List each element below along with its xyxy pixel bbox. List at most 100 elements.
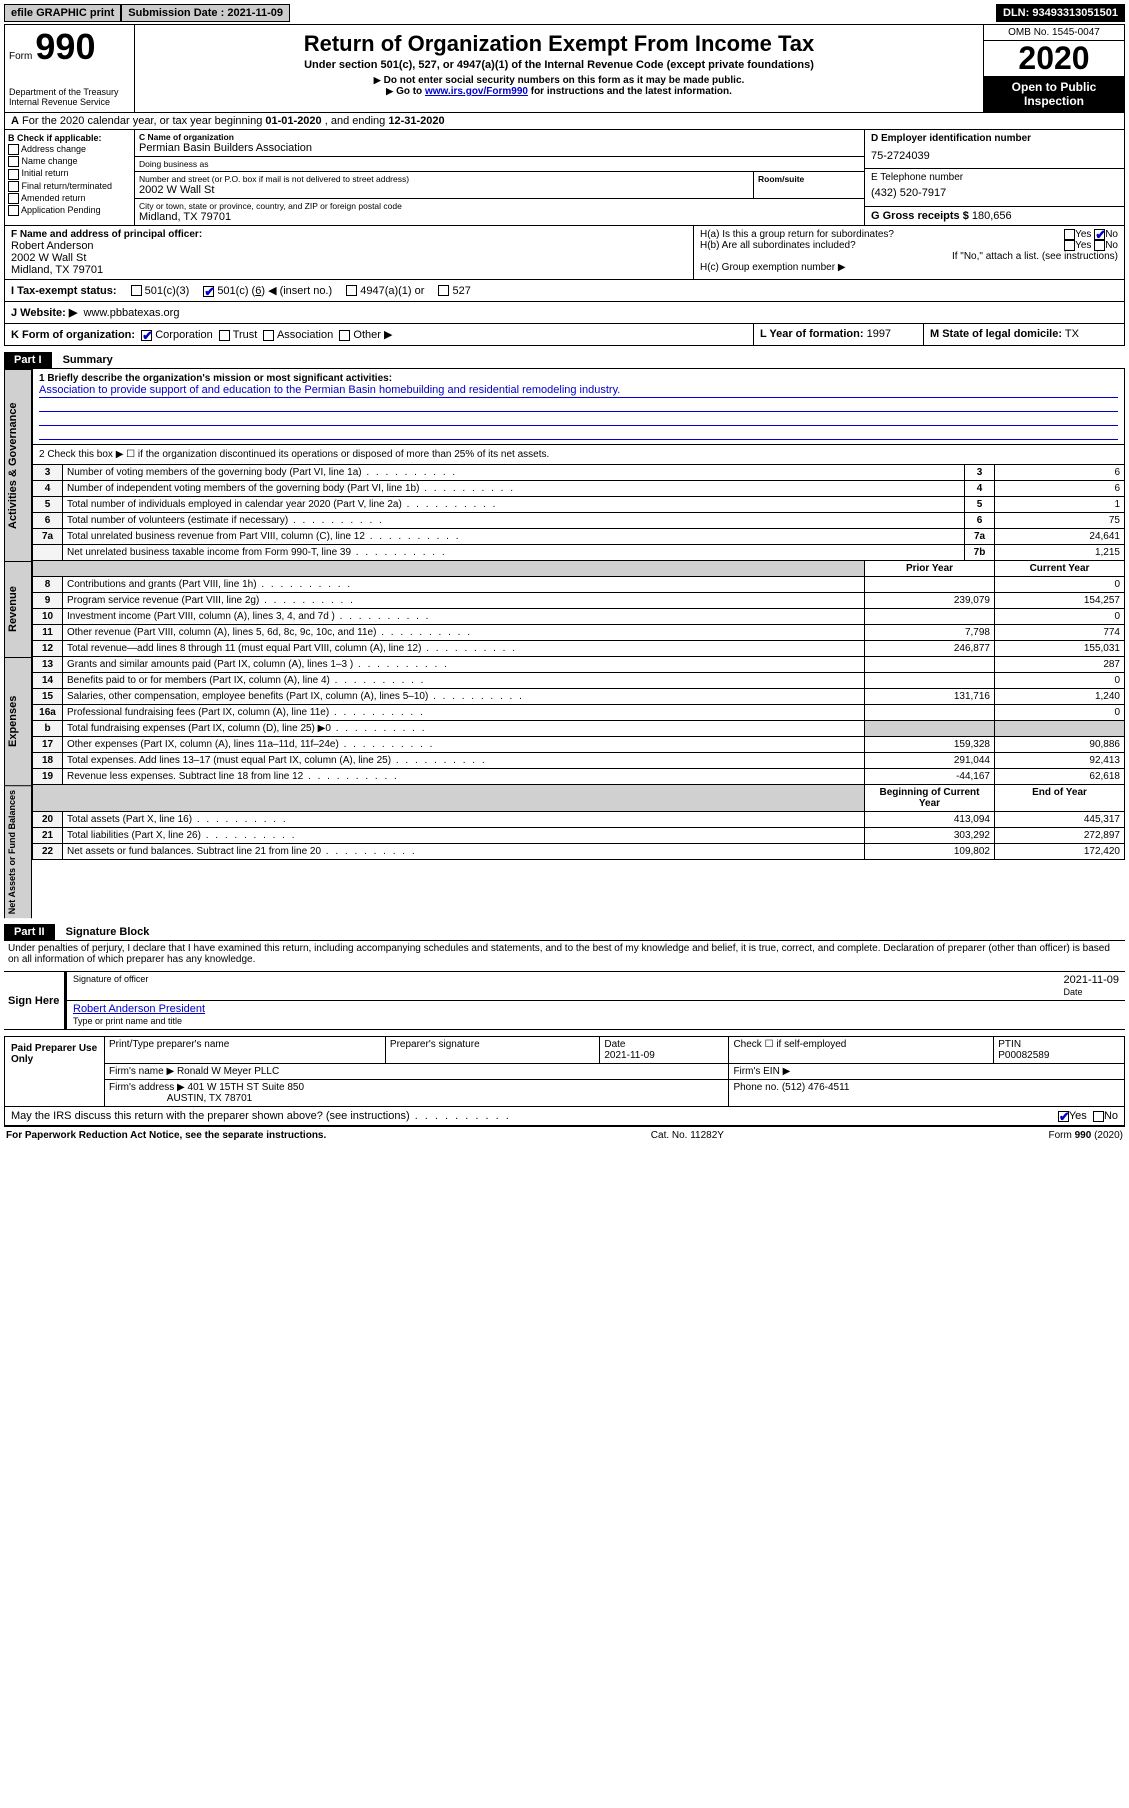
row-label: Total unrelated business revenue from Pa… [63,529,965,545]
row-box: 6 [965,513,995,529]
row-a: A For the 2020 calendar year, or tax yea… [4,113,1125,130]
prep-h4: Check ☐ if self-employed [729,1037,994,1064]
b-opt-pending[interactable]: Application Pending [8,205,131,216]
c-city-value: Midland, TX 79701 [139,211,860,223]
b-opt-name[interactable]: Name change [8,156,131,167]
table-row: bTotal fundraising expenses (Part IX, co… [33,721,1125,737]
b-opt-5-text: Application Pending [21,205,101,215]
ha-label: H(a) Is this a group return for subordin… [700,229,894,240]
k-label: K Form of organization: [11,329,135,341]
row-box: 7b [965,545,995,561]
dln-label: DLN: [1003,7,1029,19]
part1-bar: Part I Summary [4,346,1125,369]
i-501c-pre: 501(c) ( [217,285,255,297]
row-label: Total assets (Part X, line 16) [63,812,865,828]
row-label: Net unrelated business taxable income fr… [63,545,965,561]
k-trust: Trust [233,329,258,341]
row-num: 5 [33,497,63,513]
row-current: 155,031 [995,641,1125,657]
hb-label: H(b) Are all subordinates included? [700,240,856,251]
row-current [995,721,1125,737]
c-street-label: Number and street (or P.O. box if mail i… [139,174,749,184]
row-box: 7a [965,529,995,545]
prep-h1: Print/Type preparer's name [105,1037,386,1064]
prep-left-label: Paid Preparer Use Only [5,1037,105,1107]
cell-h: H(a) Is this a group return for subordin… [694,226,1124,279]
row-num [33,545,63,561]
d-value: 75-2724039 [871,150,1118,162]
row-box: 4 [965,481,995,497]
row-current: 62,618 [995,769,1125,785]
block-j: J Website: ▶ www.pbbatexas.org [4,302,1125,324]
sig-date-value: 2021-11-09 [1064,974,1119,986]
prep-addr2: AUSTIN, TX 78701 [167,1093,252,1104]
c-city-label: City or town, state or province, country… [139,201,860,211]
b-label: B Check if applicable: [8,133,131,143]
netassets-rows: Beginning of Current Year End of Year 20… [32,785,1125,918]
b-opt-amended[interactable]: Amended return [8,193,131,204]
row-num: 6 [33,513,63,529]
row-current: 154,257 [995,593,1125,609]
i-501c-post: ) ◀ (insert no.) [261,285,332,297]
governance-rows: 1 Briefly describe the organization's mi… [32,369,1125,561]
row-num: 14 [33,673,63,689]
instructions-link[interactable]: www.irs.gov/Form990 [425,86,528,97]
table-row: 13Grants and similar amounts paid (Part … [33,657,1125,673]
part2-bar: Part II Signature Block [4,918,1125,941]
sig-row-1: Signature of officer 2021-11-09 Date [67,972,1125,1001]
row-a-text-pre: For the 2020 calendar year, or tax year … [22,115,265,127]
block-fh: F Name and address of principal officer:… [4,226,1125,280]
row-current: 92,413 [995,753,1125,769]
sig-date-label: Date [1064,987,1083,997]
h-b: H(b) Are all subordinates included? Yes … [700,240,1118,251]
k-assoc: Association [277,329,333,341]
row-current: 287 [995,657,1125,673]
form-note-link: Go to www.irs.gov/Form990 for instructio… [143,86,975,97]
sig-name-value[interactable]: Robert Anderson President [73,1003,205,1015]
note1-text: Do not enter social security numbers on … [384,75,745,86]
perjury-text: Under penalties of perjury, I declare th… [4,941,1125,967]
sig-row-2: Robert Anderson President Type or print … [67,1001,1125,1029]
submission-date-value: 2021-11-09 [227,7,283,19]
col-b: B Check if applicable: Address change Na… [5,130,135,225]
i-527: 527 [452,285,470,297]
row-label: Professional fundraising fees (Part IX, … [63,705,865,721]
row-value: 1,215 [995,545,1125,561]
q1-blank2 [39,412,1118,426]
row-num: 22 [33,844,63,860]
row-label: Total number of individuals employed in … [63,497,965,513]
submission-date-label-text: Submission Date : [128,7,224,19]
e-block: E Telephone number (432) 520-7917 [865,169,1124,208]
row-num: 17 [33,737,63,753]
row-prior [865,673,995,689]
dln-value: 93493313051501 [1032,7,1118,19]
col-deg: D Employer identification number 75-2724… [864,130,1124,225]
omb-number: OMB No. 1545-0047 [984,25,1124,41]
f-addr1: 2002 W Wall St [11,252,687,264]
revenue-rows: Prior Year Current Year 8Contributions a… [32,561,1125,657]
b-opt-address[interactable]: Address change [8,144,131,155]
row-prior [865,705,995,721]
row-prior: -44,167 [865,769,995,785]
hc-label: H(c) Group exemption number ▶ [700,262,846,273]
row-prior [865,577,995,593]
ha-yes: Yes [1075,229,1091,240]
table-row: 3Number of voting members of the governi… [33,465,1125,481]
row-label: Grants and similar amounts paid (Part IX… [63,657,865,673]
f-name: Robert Anderson [11,240,687,252]
table-row: 15Salaries, other compensation, employee… [33,689,1125,705]
b-opt-1-text: Name change [22,156,78,166]
row-current: 272,897 [995,828,1125,844]
side-governance: Activities & Governance [4,369,32,561]
part2-number: Part II [4,924,55,940]
row-num: 12 [33,641,63,657]
row-prior: 239,079 [865,593,995,609]
dln-box: DLN: 93493313051501 [996,4,1125,22]
hdr-current: Current Year [995,561,1125,577]
efile-print-button[interactable]: efile GRAPHIC print [4,4,121,22]
row-num: 8 [33,577,63,593]
h-a: H(a) Is this a group return for subordin… [700,229,1118,240]
b-opt-initial[interactable]: Initial return [8,168,131,179]
b-opt-final[interactable]: Final return/terminated [8,181,131,192]
col-c: C Name of organization Permian Basin Bui… [135,130,864,225]
